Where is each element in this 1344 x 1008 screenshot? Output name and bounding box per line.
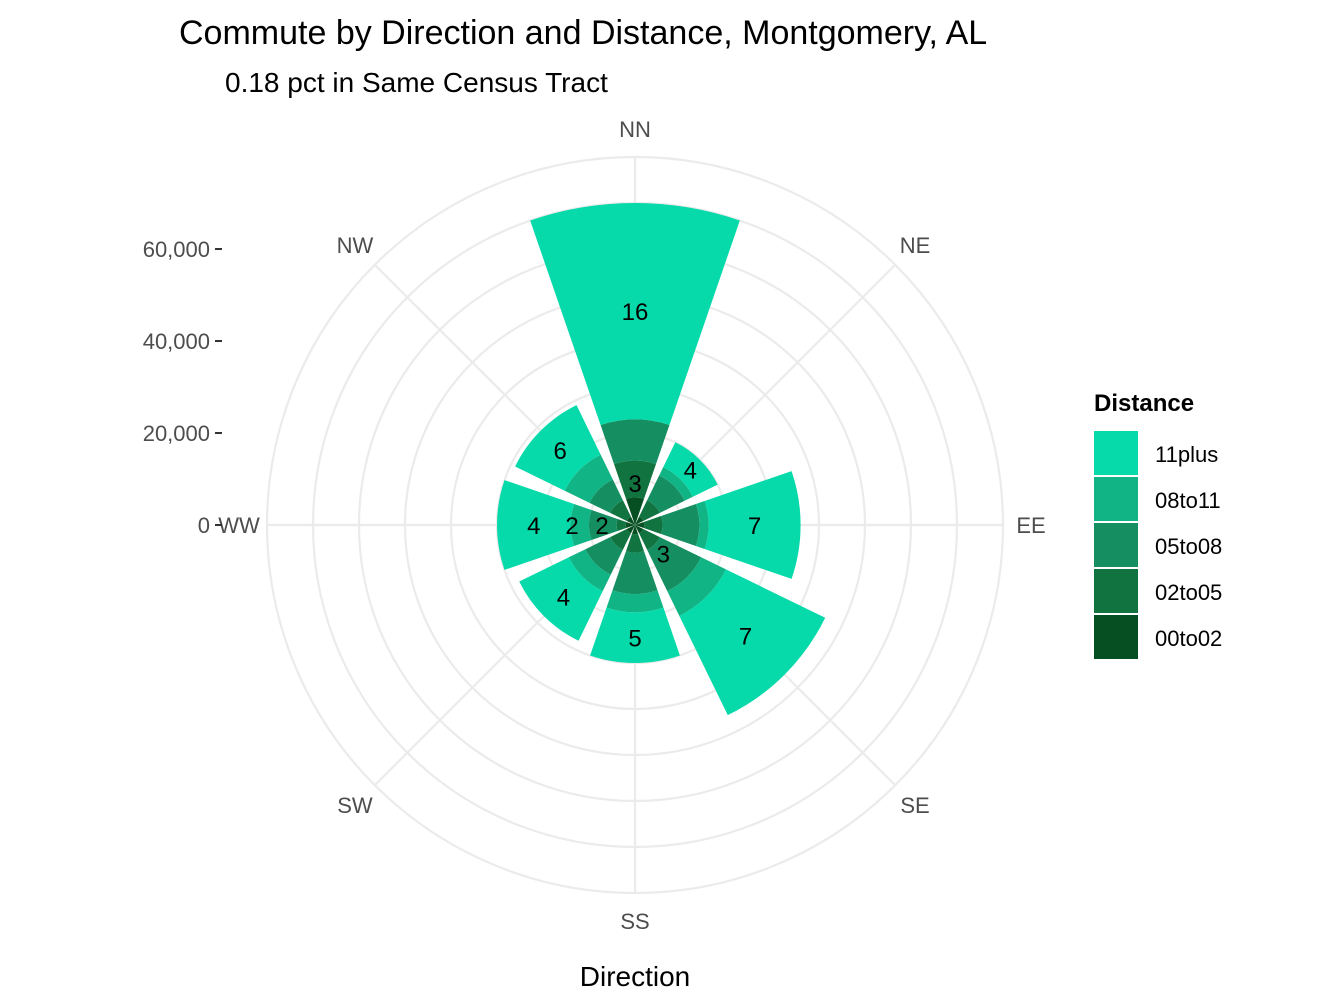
bar-segment-se-05to08 <box>647 537 702 592</box>
legend-title: Distance <box>1094 390 1194 417</box>
data-label-nn: 16 <box>622 299 649 326</box>
bar-segment-ee-02to05 <box>643 516 663 534</box>
direction-label-sw: SW <box>337 793 373 818</box>
bar-segment-ss-11plus <box>590 607 680 663</box>
legend-label-00to02: 00to02 <box>1155 626 1222 651</box>
data-label-se: 7 <box>739 624 752 651</box>
direction-label-nw: NW <box>337 233 374 258</box>
bar-segment-sw-08to11 <box>568 549 611 592</box>
bar-segment-ne-05to08 <box>647 475 685 513</box>
stacked-bars <box>497 203 826 716</box>
legend-swatch-11plus <box>1094 431 1138 475</box>
legend-label-11plus: 11plus <box>1155 442 1218 467</box>
data-label-ee: 7 <box>748 513 761 540</box>
bar-segment-ss-02to05 <box>626 533 644 553</box>
data-label-nw: 6 <box>554 438 567 465</box>
bar-segment-ww-05to08 <box>589 510 618 540</box>
radial-tick-label: 60,000 <box>143 237 210 262</box>
bar-segment-nn-05to08 <box>600 419 670 465</box>
bar-segment-ss-00to02 <box>632 525 638 535</box>
bar-segment-ww-00to02 <box>625 522 635 528</box>
bar-segment-ne-11plus <box>663 442 718 497</box>
direction-label-nn: NN <box>619 117 651 142</box>
legend-swatch-08to11 <box>1094 477 1138 521</box>
bar-segment-se-00to02 <box>635 525 644 534</box>
direction-label-ne: NE <box>900 233 931 258</box>
direction-label-ww: WW <box>218 513 260 538</box>
bar-segment-nn-11plus <box>530 203 740 425</box>
legend-label-05to08: 05to08 <box>1155 534 1222 559</box>
bar-segment-sw-05to08 <box>585 537 623 575</box>
direction-label-se: SE <box>900 793 929 818</box>
bar-segment-ss-08to11 <box>606 590 664 613</box>
bar-segment-ee-00to02 <box>635 522 645 528</box>
inner-label-se: 3 <box>657 541 670 568</box>
bar-segment-ne-00to02 <box>635 516 644 525</box>
chart-subtitle: 0.18 pct in Same Census Tract <box>225 67 608 98</box>
bar-segment-ww-11plus <box>497 480 575 570</box>
bar-segment-nn-02to05 <box>614 460 656 499</box>
bar-segment-nw-08to11 <box>564 454 613 503</box>
inner-label-ww: 2 <box>565 513 578 540</box>
bar-segment-sw-00to02 <box>626 525 635 534</box>
bar-segment-sw-11plus <box>519 557 603 641</box>
legend-swatch-00to02 <box>1094 615 1138 659</box>
data-label-ww: 4 <box>527 513 540 540</box>
bar-segment-se-11plus <box>679 569 826 716</box>
bar-segment-se-08to11 <box>667 557 726 616</box>
direction-label-ss: SS <box>620 909 649 934</box>
legend-swatch-05to08 <box>1094 523 1138 567</box>
inner-label-ww: 2 <box>595 513 608 540</box>
radial-tick-label: 40,000 <box>143 329 210 354</box>
radial-tick-label: 0 <box>198 513 210 538</box>
legend: Distance 11plus 08to11 05to08 02to05 00to02 <box>1094 390 1222 659</box>
bar-segment-ne-08to11 <box>659 467 693 501</box>
bar-segment-nn-00to02 <box>626 497 644 525</box>
direction-label-ee: EE <box>1016 513 1045 538</box>
x-axis-label: Direction <box>580 961 690 992</box>
chart-title: Commute by Direction and Distance, Montg… <box>179 14 987 52</box>
bar-segment-ee-05to08 <box>661 504 700 546</box>
legend-label-02to05: 02to05 <box>1155 580 1222 605</box>
bar-segment-nw-05to08 <box>589 479 623 513</box>
legend-label-08to11: 08to11 <box>1155 488 1221 513</box>
radial-tick-label: 20,000 <box>143 421 210 446</box>
bar-segment-nw-02to05 <box>610 500 631 521</box>
data-label-ne: 4 <box>684 458 697 485</box>
bar-segment-sw-02to05 <box>610 529 631 550</box>
data-label-sw: 4 <box>557 585 570 612</box>
direction-labels: NN NE EE SE SS SW WW NW <box>218 117 1045 934</box>
bar-segment-ne-02to05 <box>639 500 660 521</box>
bar-segment-nw-00to02 <box>626 516 635 525</box>
bar-segment-ee-11plus <box>704 471 801 579</box>
inner-label-nn: 3 <box>628 471 641 498</box>
bar-segment-ss-05to08 <box>612 551 658 594</box>
legend-swatch-02to05 <box>1094 569 1138 613</box>
bar-segment-nw-11plus <box>515 405 601 491</box>
data-label-ss: 5 <box>628 626 641 653</box>
bar-segment-ww-08to11 <box>570 504 592 546</box>
bar-segment-ww-02to05 <box>616 519 627 531</box>
bar-segment-ee-08to11 <box>695 501 709 549</box>
radial-axis: 0 20,000 40,000 60,000 <box>143 237 222 538</box>
bar-segment-se-02to05 <box>639 529 660 550</box>
